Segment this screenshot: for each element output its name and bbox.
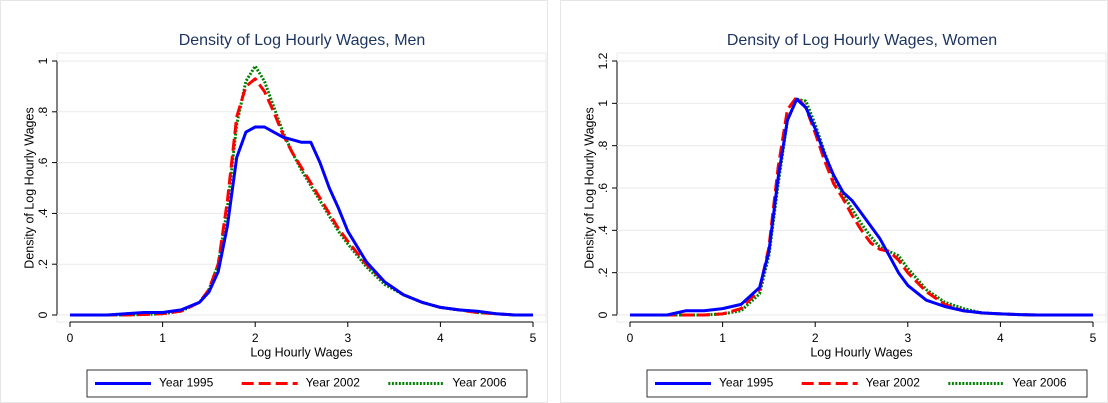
x-tick-label: 1 (159, 331, 166, 345)
series-line (70, 125, 533, 317)
legend-label: Year 1995 (719, 376, 774, 390)
series-line (630, 97, 1093, 317)
y-tick-label: 0 (36, 311, 50, 318)
x-axis-label: Log Hourly Wages (810, 345, 912, 359)
x-tick-label: 0 (627, 331, 634, 345)
x-tick-label: 4 (437, 331, 444, 345)
legend-box (646, 369, 1088, 398)
legend-label: Year 2002 (306, 376, 361, 390)
y-tick-label: .2 (36, 259, 50, 269)
legend-label: Year 2006 (1012, 376, 1067, 390)
x-tick-label: 5 (530, 331, 537, 345)
panel-border (0, 0, 548, 403)
x-tick-label: 4 (997, 331, 1004, 345)
x-tick-label: 3 (904, 331, 911, 345)
y-tick-label: .8 (596, 140, 610, 150)
y-tick-label: .4 (36, 208, 50, 218)
legend-box (86, 369, 528, 398)
chart-title: Density of Log Hourly Wages, Men (179, 32, 426, 49)
y-tick-label: 1 (36, 57, 50, 64)
chart-panel: Density of Log Hourly Wages, Men 0 .2 .4 .6.… (0, 0, 548, 403)
y-tick-label: 0 (596, 311, 610, 318)
y-tick-label: .4 (596, 225, 610, 235)
x-tick-label: 5 (1090, 331, 1097, 345)
x-tick-label: 2 (812, 331, 819, 345)
x-tick-label: 0 (67, 331, 74, 345)
y-axis-label: Density of Log Hourly Wages (582, 107, 596, 268)
legend-label: Year 2002 (866, 376, 921, 390)
y-tick-label: 1 (596, 100, 610, 107)
y-tick-label: 1.2 (596, 52, 610, 69)
x-tick-label: 2 (252, 331, 259, 345)
legend-label: Year 1995 (159, 376, 214, 390)
x-axis-label: Log Hourly Wages (250, 345, 352, 359)
chart-title: Density of Log Hourly Wages, Women (727, 32, 997, 49)
y-tick-label: .2 (596, 267, 610, 277)
chart-panel: Density of Log Hourly Wages, Women 0 .2 .4.… (560, 0, 1108, 403)
y-tick-label: .6 (596, 183, 610, 193)
y-tick-label: .6 (36, 157, 50, 167)
x-tick-label: 1 (719, 331, 726, 345)
y-tick-label: .8 (36, 106, 50, 116)
legend-label: Year 2006 (452, 376, 507, 390)
y-axis-label: Density of Log Hourly Wages (22, 107, 36, 268)
x-tick-label: 3 (344, 331, 351, 345)
